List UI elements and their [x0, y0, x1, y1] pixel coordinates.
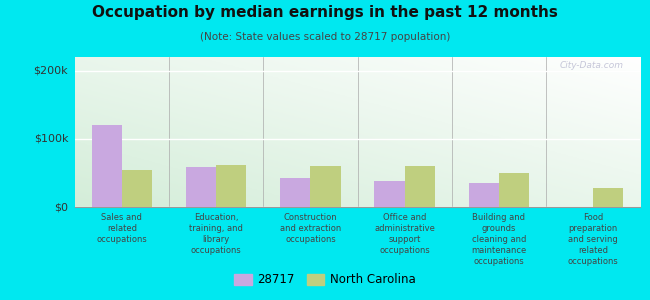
Text: Occupation by median earnings in the past 12 months: Occupation by median earnings in the pas… — [92, 4, 558, 20]
Bar — [593, 188, 623, 207]
Bar — [404, 166, 435, 207]
Text: Office and
administrative
support
occupations: Office and administrative support occupa… — [374, 213, 435, 255]
Text: Construction
and extraction
occupations: Construction and extraction occupations — [280, 213, 341, 244]
Text: $100k: $100k — [34, 134, 68, 144]
Bar — [216, 165, 246, 207]
Text: $200k: $200k — [34, 66, 68, 76]
Bar — [374, 181, 404, 207]
Text: Sales and
related
occupations: Sales and related occupations — [96, 213, 148, 244]
Bar — [499, 173, 529, 207]
Bar — [122, 169, 152, 207]
Bar — [186, 167, 216, 207]
Text: $0: $0 — [54, 202, 68, 212]
Text: Food
preparation
and serving
related
occupations: Food preparation and serving related occ… — [567, 213, 619, 266]
Text: Education,
training, and
library
occupations: Education, training, and library occupat… — [189, 213, 243, 255]
Legend: 28717, North Carolina: 28717, North Carolina — [229, 269, 421, 291]
Bar — [311, 166, 341, 207]
Text: Building and
grounds
cleaning and
maintenance
occupations: Building and grounds cleaning and mainte… — [471, 213, 526, 266]
Text: City-Data.com: City-Data.com — [559, 61, 623, 70]
Bar — [92, 125, 122, 207]
Bar — [280, 178, 311, 207]
Text: (Note: State values scaled to 28717 population): (Note: State values scaled to 28717 popu… — [200, 32, 450, 41]
Bar — [469, 183, 499, 207]
